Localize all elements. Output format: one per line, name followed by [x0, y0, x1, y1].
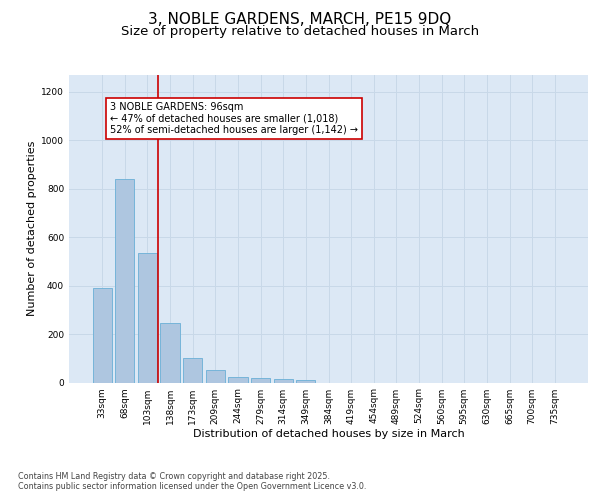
Bar [206, 370, 225, 382]
Bar [92, 288, 112, 382]
Text: 3, NOBLE GARDENS, MARCH, PE15 9DQ: 3, NOBLE GARDENS, MARCH, PE15 9DQ [148, 12, 452, 28]
Bar [229, 377, 248, 382]
Bar [251, 378, 270, 382]
Bar [160, 322, 180, 382]
Text: Contains HM Land Registry data © Crown copyright and database right 2025.: Contains HM Land Registry data © Crown c… [18, 472, 330, 481]
Y-axis label: Number of detached properties: Number of detached properties [27, 141, 37, 316]
Bar [296, 380, 316, 382]
Text: 3 NOBLE GARDENS: 96sqm
← 47% of detached houses are smaller (1,018)
52% of semi-: 3 NOBLE GARDENS: 96sqm ← 47% of detached… [110, 102, 358, 135]
Bar [183, 358, 202, 382]
Text: Size of property relative to detached houses in March: Size of property relative to detached ho… [121, 25, 479, 38]
Bar [138, 253, 157, 382]
Bar [274, 379, 293, 382]
Text: Contains public sector information licensed under the Open Government Licence v3: Contains public sector information licen… [18, 482, 367, 491]
X-axis label: Distribution of detached houses by size in March: Distribution of detached houses by size … [193, 430, 464, 440]
Bar [115, 179, 134, 382]
